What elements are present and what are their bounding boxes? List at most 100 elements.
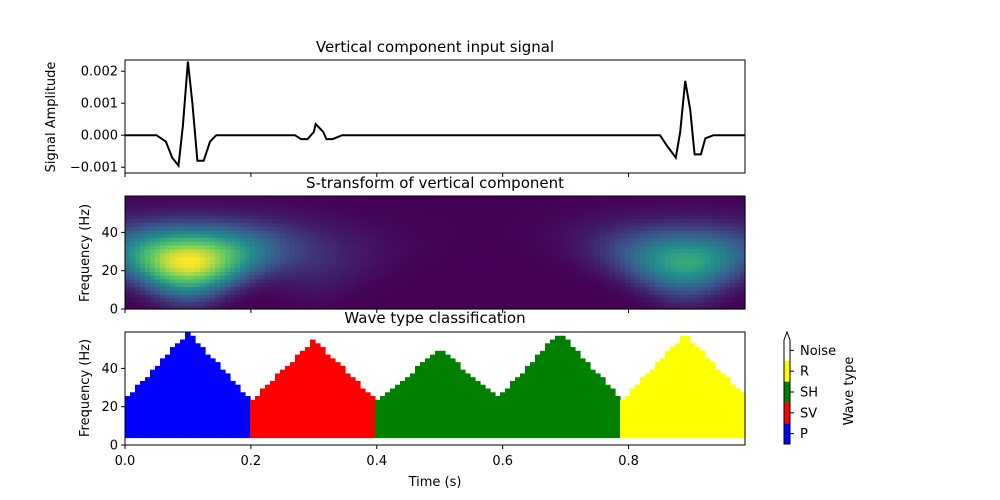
heatmap-cell bbox=[440, 241, 446, 246]
heatmap-cell bbox=[530, 233, 536, 239]
heatmap-cell bbox=[420, 222, 426, 227]
heatmap-cell bbox=[475, 275, 481, 280]
heatmap-cell bbox=[245, 305, 251, 310]
heatmap-cell bbox=[350, 211, 356, 216]
heatmap-cell bbox=[410, 301, 416, 306]
heatmap-cell bbox=[605, 301, 611, 306]
heatmap-cell bbox=[545, 260, 551, 265]
class-cell bbox=[145, 407, 151, 412]
class-cell bbox=[280, 407, 286, 412]
heatmap-cell bbox=[150, 260, 156, 265]
heatmap-cell bbox=[310, 214, 316, 220]
heatmap-cell bbox=[675, 226, 681, 231]
class-cell bbox=[200, 418, 206, 423]
heatmap-cell bbox=[335, 229, 341, 235]
heatmap-cell bbox=[260, 244, 266, 250]
heatmap-cell bbox=[405, 263, 411, 269]
heatmap-cell bbox=[430, 244, 436, 250]
class-cell bbox=[360, 388, 366, 393]
heatmap-cell bbox=[455, 301, 461, 306]
heatmap-cell bbox=[435, 275, 441, 280]
heatmap-cell bbox=[175, 297, 181, 303]
heatmap-cell bbox=[590, 260, 596, 265]
heatmap-cell bbox=[255, 203, 261, 208]
heatmap-cell bbox=[595, 218, 601, 223]
class-cell bbox=[410, 407, 416, 412]
class-cell bbox=[425, 369, 431, 375]
class-cell bbox=[180, 339, 186, 344]
heatmap-cell bbox=[260, 297, 266, 303]
heatmap-cell bbox=[575, 293, 581, 299]
heatmap-cell bbox=[600, 214, 606, 220]
class-cell bbox=[430, 426, 436, 431]
heatmap-cell bbox=[590, 211, 596, 216]
heatmap-cell bbox=[240, 237, 246, 242]
heatmap-cell bbox=[290, 297, 296, 303]
class-cell bbox=[130, 396, 136, 401]
heatmap-cell bbox=[535, 297, 541, 303]
class-cell bbox=[305, 384, 311, 390]
class-cell bbox=[205, 377, 211, 382]
class-cell bbox=[150, 377, 156, 382]
heatmap-cell bbox=[655, 199, 661, 205]
class-cell bbox=[175, 422, 181, 427]
heatmap-cell bbox=[555, 305, 561, 310]
heatmap-cell bbox=[300, 263, 306, 269]
class-cell bbox=[395, 392, 401, 397]
heatmap-cell bbox=[365, 218, 371, 223]
heatmap-cell bbox=[160, 263, 166, 269]
heatmap-cell bbox=[530, 222, 536, 227]
heatmap-cell bbox=[530, 244, 536, 250]
heatmap-cell bbox=[300, 229, 306, 235]
heatmap-cell bbox=[260, 252, 266, 257]
class-cell bbox=[210, 418, 216, 423]
heatmap-cell bbox=[390, 290, 396, 295]
heatmap-cell bbox=[125, 252, 131, 257]
class-cell bbox=[450, 358, 456, 363]
heatmap-cell bbox=[405, 282, 411, 287]
heatmap-cell bbox=[610, 211, 616, 216]
heatmap-cell bbox=[195, 222, 201, 227]
heatmap-cell bbox=[525, 226, 531, 231]
heatmap-cell bbox=[225, 278, 231, 284]
heatmap-cell bbox=[695, 233, 701, 239]
heatmap-cell bbox=[355, 237, 361, 242]
heatmap-cell bbox=[700, 252, 706, 257]
class-cell bbox=[415, 422, 421, 427]
heatmap-cell bbox=[220, 282, 226, 287]
class-cell bbox=[310, 369, 316, 375]
class-cell bbox=[240, 422, 246, 427]
class-cell bbox=[400, 426, 406, 431]
heatmap-cell bbox=[480, 244, 486, 250]
heatmap-cell bbox=[315, 305, 321, 310]
heatmap-cell bbox=[535, 305, 541, 310]
heatmap-cell bbox=[475, 241, 481, 246]
class-cell bbox=[295, 422, 301, 427]
heatmap-cell bbox=[550, 196, 556, 201]
heatmap-cell bbox=[695, 218, 701, 223]
class-cell bbox=[335, 433, 341, 439]
class-cell bbox=[335, 399, 341, 405]
class-cell bbox=[325, 418, 331, 423]
heatmap-cell bbox=[515, 211, 521, 216]
heatmap-cell bbox=[600, 211, 606, 216]
heatmap-cell bbox=[390, 256, 396, 261]
class-cell bbox=[410, 392, 416, 397]
class-cell bbox=[405, 407, 411, 412]
heatmap-cell bbox=[235, 229, 241, 235]
heatmap-cell bbox=[565, 267, 571, 272]
heatmap-cell bbox=[735, 271, 741, 276]
heatmap-cell bbox=[555, 237, 561, 242]
class-cell bbox=[360, 399, 366, 405]
heatmap-cell bbox=[190, 252, 196, 257]
heatmap-cell bbox=[565, 199, 571, 205]
heatmap-cell bbox=[450, 267, 456, 272]
heatmap-cell bbox=[710, 203, 716, 208]
heatmap-cell bbox=[310, 207, 316, 212]
class-cell bbox=[390, 407, 396, 412]
heatmap-cell bbox=[660, 218, 666, 223]
heatmap-cell bbox=[280, 248, 286, 254]
heatmap-cell bbox=[320, 233, 326, 239]
class-cell bbox=[390, 426, 396, 431]
heatmap-cell bbox=[285, 233, 291, 239]
